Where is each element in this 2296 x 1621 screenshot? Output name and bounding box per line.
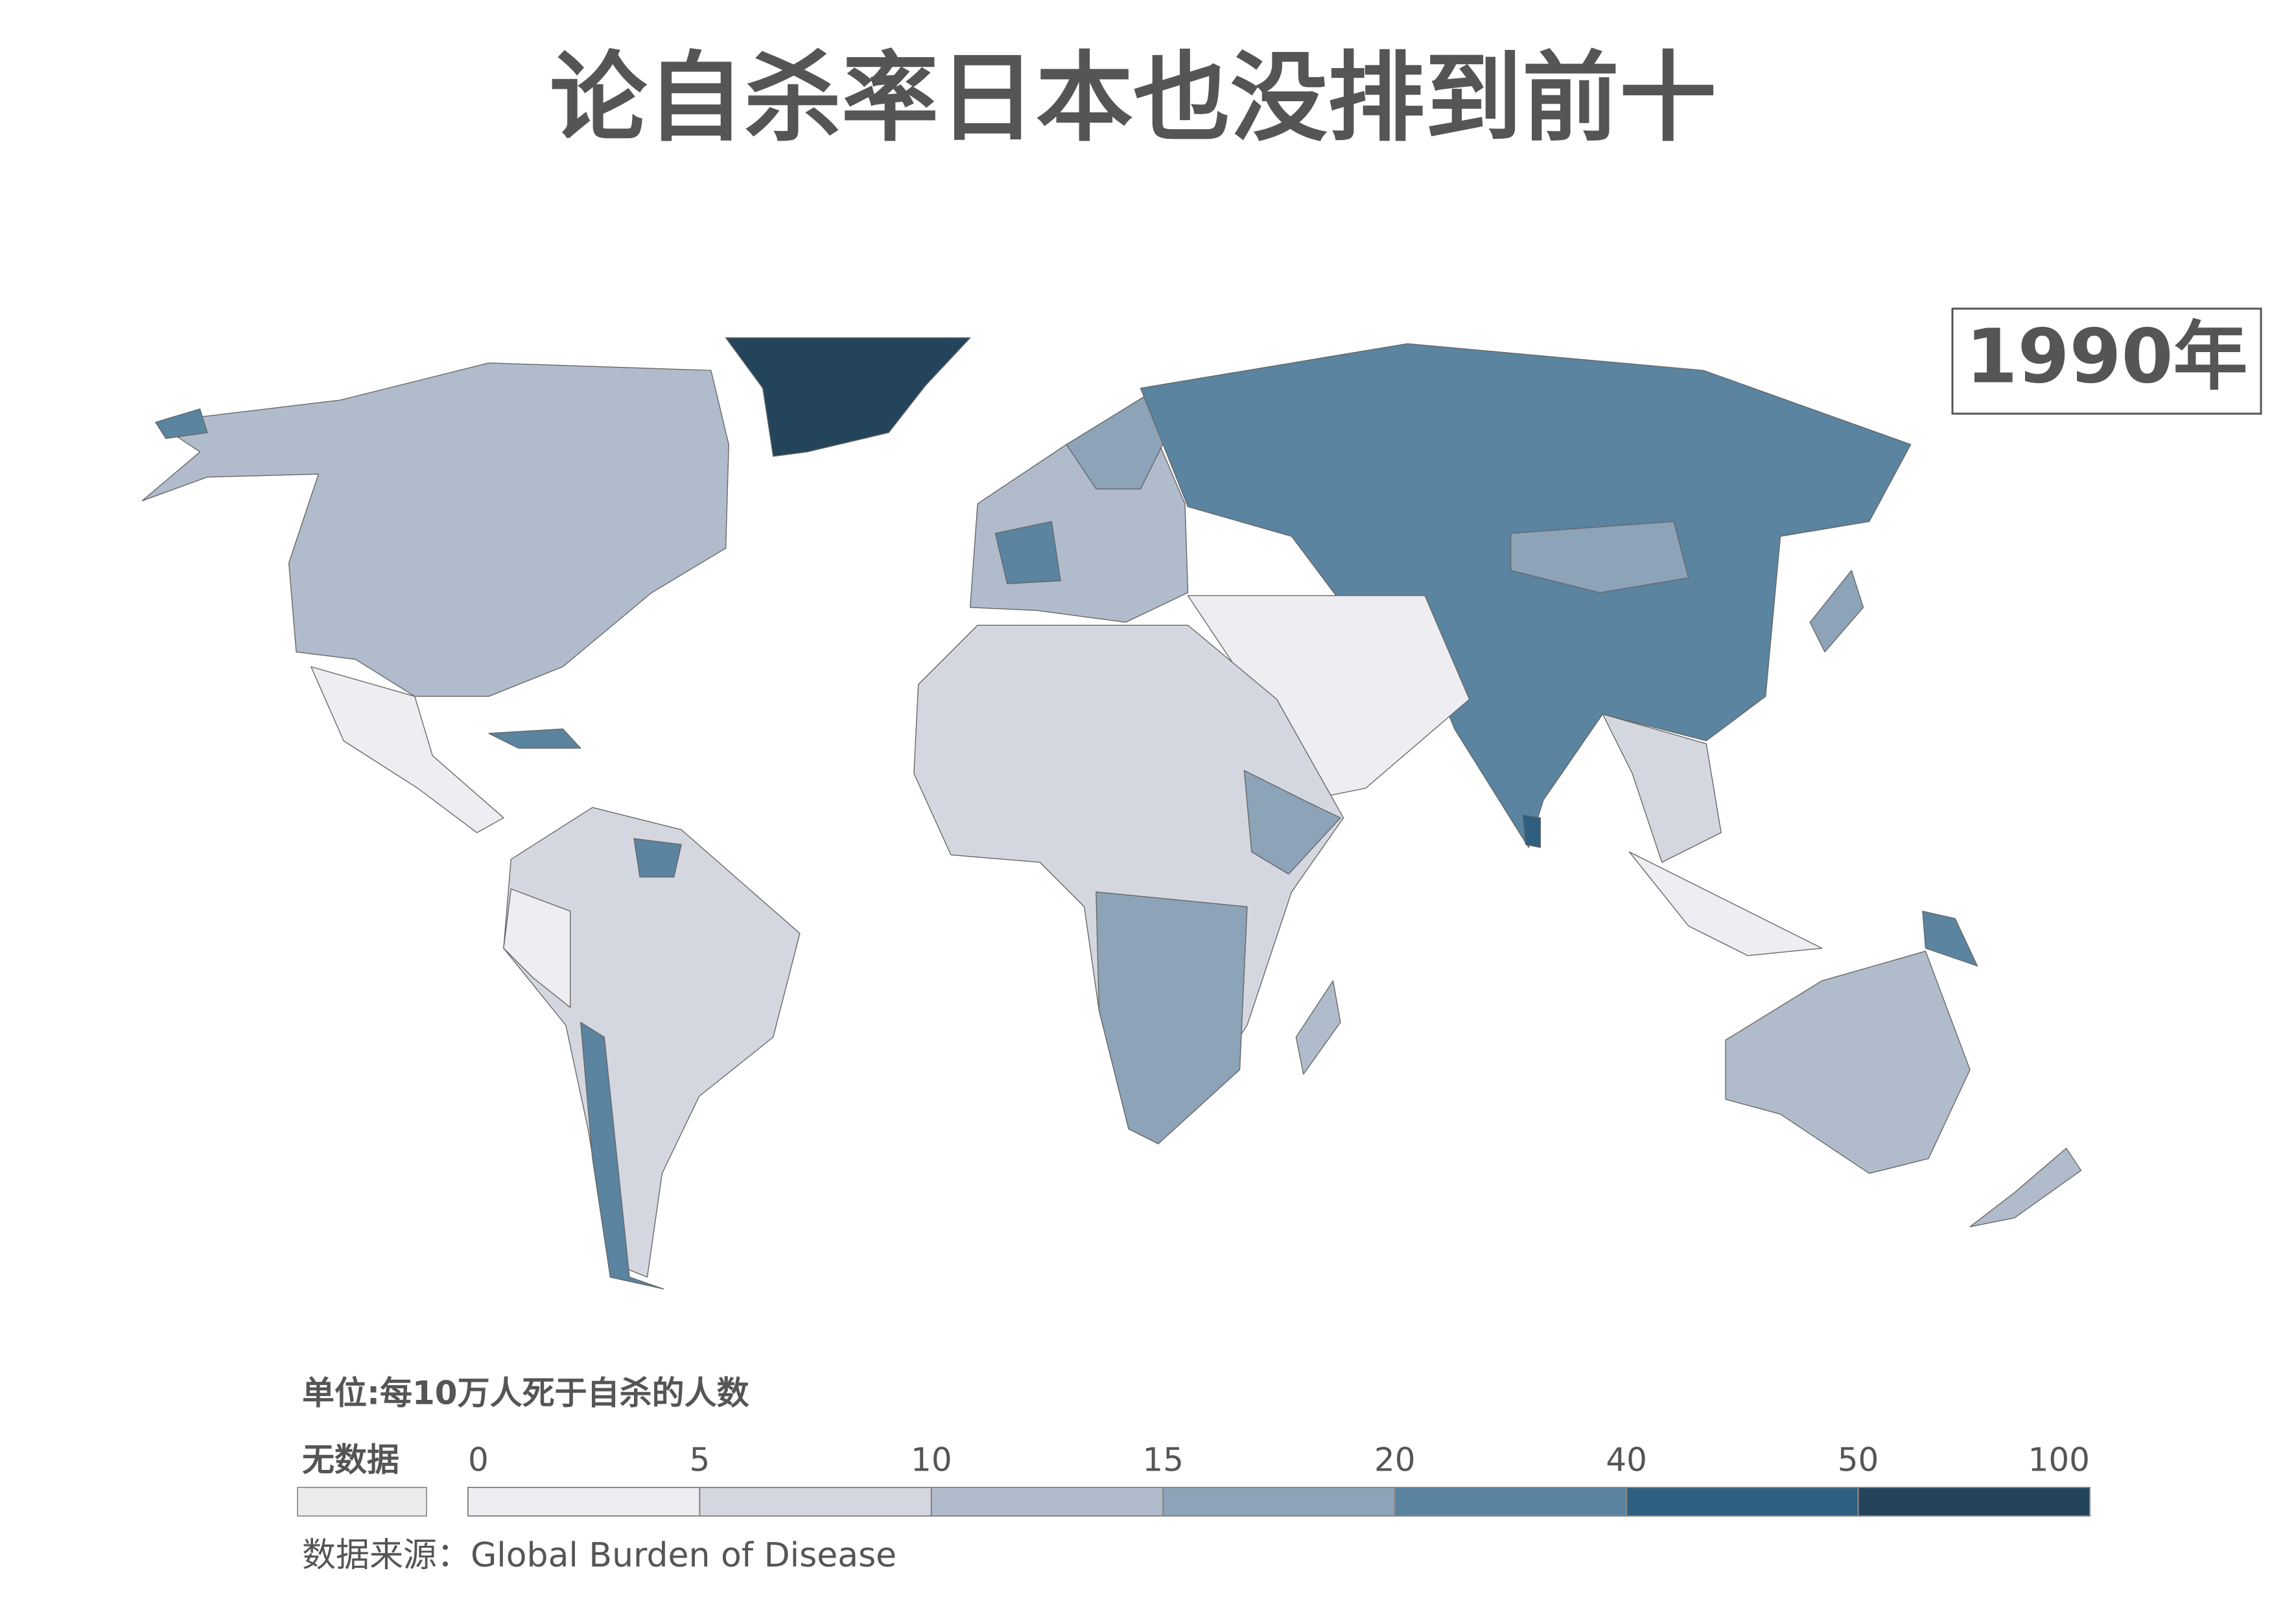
legend-tick-label: 40 <box>1606 1441 1647 1479</box>
legend-tick-label: 5 <box>690 1441 710 1479</box>
legend-tick-label: 50 <box>1838 1441 1879 1479</box>
legend-bin <box>1162 1487 1396 1517</box>
legend-unit: 单位:每10万人死于自杀的人数 <box>302 1375 749 1412</box>
sri-lanka <box>1522 814 1541 848</box>
year-label: 1990年 <box>1965 314 2247 401</box>
new-zealand <box>1969 1148 2082 1227</box>
legend-tick-label: 20 <box>1374 1441 1416 1479</box>
ethiopia <box>1243 770 1341 875</box>
central-america <box>310 666 504 833</box>
south-america <box>503 807 801 1278</box>
australia <box>1725 951 1971 1174</box>
source: 数据来源：Global Burden of Disease <box>302 1536 896 1575</box>
alaska-islands <box>155 408 208 440</box>
southern-africa <box>1095 891 1248 1144</box>
legend-bin <box>1857 1487 2091 1517</box>
indonesia <box>1628 851 1823 956</box>
legend-bin <box>699 1487 932 1517</box>
chile <box>580 1021 664 1290</box>
madagascar <box>1295 980 1341 1075</box>
world-map <box>141 337 2082 1290</box>
north-america <box>141 362 729 697</box>
mongolia <box>1510 521 1689 593</box>
legend-tick-label: 10 <box>911 1441 952 1479</box>
legend-tick-label: 15 <box>1142 1441 1184 1479</box>
legend-bin <box>1626 1487 1859 1517</box>
title: 论自杀率日本也没排到前十 <box>550 42 1716 155</box>
legend: 0 5 10 15 20 40 50 100 <box>467 1441 2091 1517</box>
papua-new-guinea <box>1922 910 1978 967</box>
legend-tick-label: 100 <box>2028 1441 2090 1479</box>
greenland <box>725 337 971 457</box>
legend-bin <box>1394 1487 1628 1517</box>
peru <box>503 888 571 1008</box>
scandinavia <box>1066 396 1171 490</box>
japan <box>1809 570 1864 653</box>
year-box <box>1951 307 2262 415</box>
caribbean <box>488 728 581 749</box>
legend-no-data-label: 无数据 <box>302 1441 399 1479</box>
guianas <box>633 838 682 878</box>
france <box>994 521 1061 584</box>
legend-bin <box>467 1487 701 1517</box>
legend-bin <box>930 1487 1164 1517</box>
legend-no-data-swatch <box>297 1487 427 1517</box>
southeast-asia <box>1602 713 1722 863</box>
legend-tick-label: 0 <box>468 1441 489 1479</box>
